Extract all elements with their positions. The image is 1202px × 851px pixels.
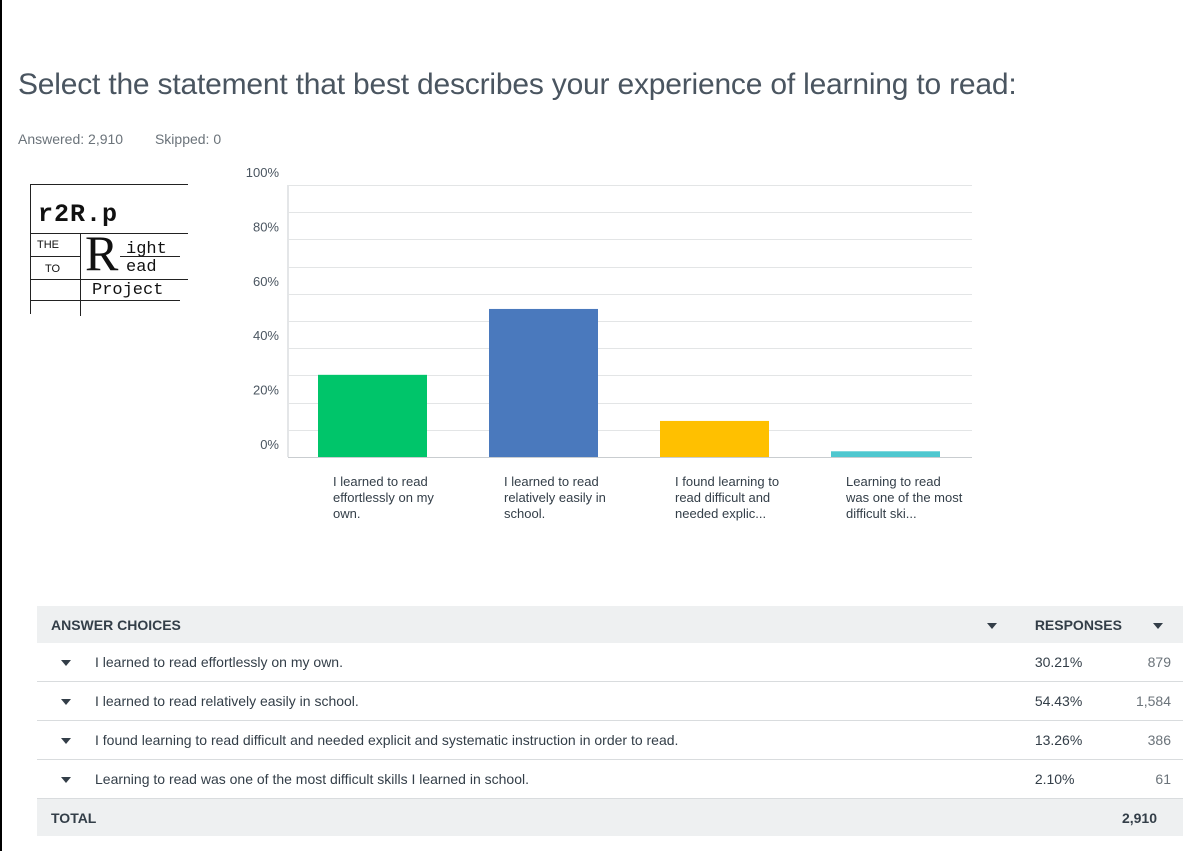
chevron-down-icon[interactable] bbox=[986, 622, 997, 629]
row-expand[interactable] bbox=[37, 643, 95, 682]
total-count: 2,910 bbox=[1121, 798, 1183, 836]
logo-project: Project bbox=[92, 281, 164, 300]
row-count: 61 bbox=[1121, 759, 1183, 799]
row-count: 879 bbox=[1121, 643, 1183, 682]
results-table: ANSWER CHOICES RESPONSES I learned to re… bbox=[37, 606, 1183, 836]
chevron-down-icon[interactable] bbox=[61, 777, 71, 784]
table-row: Learning to read was one of the most dif… bbox=[37, 759, 1183, 799]
logo-ight: ight bbox=[126, 240, 167, 259]
chevron-down-icon[interactable] bbox=[61, 738, 71, 745]
row-expand[interactable] bbox=[37, 681, 95, 721]
r2rp-logo: r2R.p THE TO R ight ead Project bbox=[30, 184, 188, 316]
table-total-row: TOTAL 2,910 bbox=[37, 798, 1183, 836]
row-choice: Learning to read was one of the most dif… bbox=[95, 759, 1029, 799]
row-count: 386 bbox=[1121, 720, 1183, 760]
x-tick-label: I learned to read relatively easily in s… bbox=[504, 474, 606, 521]
table-row: I learned to read relatively easily in s… bbox=[37, 681, 1183, 721]
logo-big-r: R bbox=[85, 225, 119, 281]
question-title: Select the statement that best describes… bbox=[18, 68, 1017, 101]
row-percent: 2.10% bbox=[1028, 759, 1122, 799]
row-expand[interactable] bbox=[37, 720, 95, 760]
bar-2[interactable] bbox=[489, 308, 598, 457]
logo-ead: ead bbox=[126, 258, 157, 277]
skipped-count: Skipped: 0 bbox=[154, 131, 222, 147]
table-row: I found learning to read difficult and n… bbox=[37, 720, 1183, 760]
y-tick-label: 60% bbox=[253, 274, 279, 289]
header-responses[interactable]: RESPONSES bbox=[1028, 606, 1122, 643]
total-label: TOTAL bbox=[37, 798, 1029, 836]
answer-choices-sort[interactable] bbox=[986, 606, 1029, 643]
row-percent: 13.26% bbox=[1028, 720, 1122, 760]
y-tick-label: 20% bbox=[253, 383, 279, 398]
y-tick-label: 40% bbox=[253, 328, 279, 343]
y-tick-label: 80% bbox=[253, 219, 279, 234]
table-row: I learned to read effortlessly on my own… bbox=[37, 643, 1183, 682]
header-answer-choices[interactable]: ANSWER CHOICES bbox=[37, 606, 987, 643]
answered-count: Answered: 2,910 bbox=[18, 131, 124, 147]
logo-wordmark: r2R.p bbox=[38, 200, 119, 229]
row-percent: 54.43% bbox=[1028, 681, 1122, 721]
y-tick-label: 0% bbox=[260, 437, 279, 452]
chevron-down-icon[interactable] bbox=[61, 660, 71, 667]
row-choice: I learned to read relatively easily in s… bbox=[95, 681, 1029, 721]
bar-3[interactable] bbox=[660, 420, 769, 457]
table-header: ANSWER CHOICES RESPONSES bbox=[37, 606, 1183, 643]
chevron-down-icon[interactable] bbox=[1153, 622, 1163, 629]
bar-4[interactable] bbox=[831, 451, 940, 457]
response-summary: Answered: 2,910 Skipped: 0 bbox=[18, 131, 249, 147]
chevron-down-icon[interactable] bbox=[61, 699, 71, 706]
y-tick-label: 100% bbox=[246, 165, 280, 180]
x-tick-label: Learning to read was one of the most dif… bbox=[846, 474, 963, 521]
logo-the: THE bbox=[37, 239, 59, 251]
x-tick-label: I learned to read effortlessly on my own… bbox=[333, 474, 434, 521]
row-choice: I found learning to read difficult and n… bbox=[95, 720, 1029, 760]
row-count: 1,584 bbox=[1121, 681, 1183, 721]
row-percent: 30.21% bbox=[1028, 643, 1122, 682]
row-expand[interactable] bbox=[37, 759, 95, 799]
bar-1[interactable] bbox=[318, 374, 427, 457]
bar-chart: 100% 80% 60% 40% 20% 0% bbox=[246, 165, 972, 458]
x-tick-label: I found learning to read difficult and n… bbox=[675, 474, 780, 521]
logo-to: TO bbox=[45, 263, 61, 275]
left-border bbox=[0, 0, 2, 851]
row-choice: I learned to read effortlessly on my own… bbox=[95, 643, 1029, 682]
responses-sort[interactable] bbox=[1121, 606, 1183, 643]
